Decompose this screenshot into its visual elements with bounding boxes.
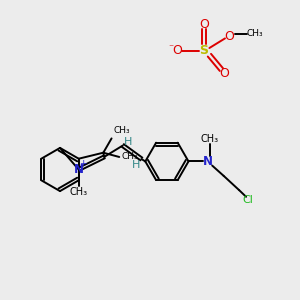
Text: O: O bbox=[220, 67, 229, 80]
Text: ⁻: ⁻ bbox=[168, 44, 174, 54]
Text: CH₃: CH₃ bbox=[70, 187, 88, 197]
Text: H: H bbox=[132, 160, 140, 170]
Text: CH₃: CH₃ bbox=[122, 152, 138, 161]
Text: CH₃: CH₃ bbox=[113, 126, 130, 135]
Text: N: N bbox=[203, 155, 213, 168]
Text: CH₃: CH₃ bbox=[247, 29, 263, 38]
Text: Cl: Cl bbox=[242, 195, 253, 205]
Text: CH₃: CH₃ bbox=[200, 134, 219, 144]
Text: +: + bbox=[79, 159, 87, 168]
Text: O: O bbox=[173, 44, 182, 58]
Text: N: N bbox=[74, 163, 84, 176]
Text: O: O bbox=[224, 29, 234, 43]
Text: S: S bbox=[200, 44, 208, 58]
Text: O: O bbox=[199, 18, 209, 31]
Text: H: H bbox=[124, 137, 132, 147]
